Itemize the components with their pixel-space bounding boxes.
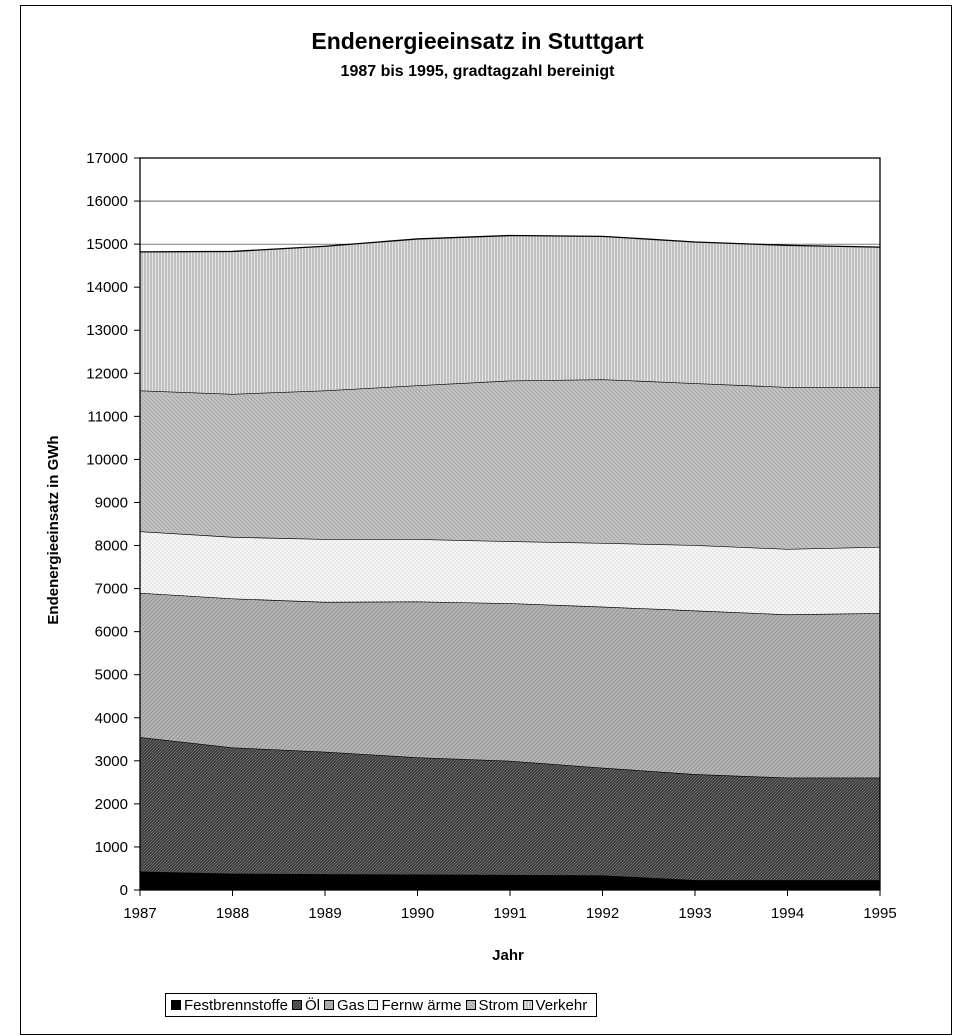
x-tick-label: 1995 <box>863 905 896 922</box>
y-tick-label: 16000 <box>86 193 128 210</box>
y-tick-label: 12000 <box>86 365 128 382</box>
y-axis-title: Endenergieeinsatz in GWh <box>45 435 62 624</box>
legend-label: Fernw ärme <box>381 996 462 1014</box>
x-tick-label: 1991 <box>493 905 526 922</box>
area-festbrennstoffe <box>140 871 880 890</box>
legend-item: Öl <box>291 996 320 1014</box>
area-strom <box>140 379 880 549</box>
area-gas <box>140 592 880 778</box>
legend-label: Öl <box>304 996 320 1014</box>
y-tick-label: 7000 <box>95 581 128 598</box>
y-tick-label: 11000 <box>87 408 128 425</box>
legend-swatch <box>522 1000 533 1010</box>
area-öl <box>140 737 880 881</box>
axes: 0 1000 2000 3000 4000 5000 6000 7000 8000 9000 100… <box>86 150 896 922</box>
legend-swatch <box>368 1000 379 1010</box>
legend-label: Festbrennstoffe <box>184 996 288 1014</box>
y-tick-label: 3000 <box>95 753 128 770</box>
y-tick-label: 13000 <box>86 322 128 339</box>
legend-swatch <box>291 1000 302 1010</box>
legend-swatch <box>465 1000 476 1010</box>
legend-label: Strom <box>478 996 519 1014</box>
y-tick-label: 0 <box>120 882 128 899</box>
x-tick-label: 1994 <box>771 905 804 922</box>
y-tick-label: 6000 <box>95 624 128 641</box>
legend-item: Strom <box>465 996 519 1014</box>
legend-label: Gas <box>336 996 365 1014</box>
legend-swatch <box>323 1000 334 1010</box>
y-tick-label: 5000 <box>95 667 128 684</box>
y-tick-label: 1000 <box>95 839 128 856</box>
x-tick-label: 1993 <box>678 905 711 922</box>
y-tick-label: 2000 <box>95 796 128 813</box>
x-tick-label: 1992 <box>586 905 619 922</box>
legend-item: Verkehr <box>522 996 588 1014</box>
x-tick-label: 1989 <box>308 905 341 922</box>
legend-item: Gas <box>323 996 365 1014</box>
y-tick-label: 14000 <box>86 279 128 296</box>
y-tick-label: 10000 <box>86 451 128 468</box>
y-tick-label: 9000 <box>95 494 128 511</box>
x-axis-title: Jahr <box>492 947 524 964</box>
plot-area <box>139 157 881 891</box>
legend-label: Verkehr <box>535 996 588 1014</box>
y-tick-label: 15000 <box>86 236 128 253</box>
y-tick-label: 4000 <box>95 710 128 727</box>
x-tick-label: 1990 <box>401 905 434 922</box>
y-tick-label: 8000 <box>95 538 128 555</box>
legend: Festbrennstoffe Öl Gas Fernw ärme Strom Verke… <box>165 993 598 1017</box>
y-tick-label: 17000 <box>86 150 128 167</box>
chart-title: Endenergieeinsatz in Stuttgart <box>311 28 644 54</box>
x-tick-label: 1988 <box>216 905 249 922</box>
legend-swatch <box>171 1000 181 1010</box>
series-line <box>139 234 881 253</box>
area-verkehr <box>140 235 880 394</box>
legend-item: Festbrennstoffe <box>171 997 288 1014</box>
area-fernw-ärme <box>140 531 880 615</box>
legend-item: Fernw ärme <box>368 996 462 1014</box>
chart-subtitle: 1987 bis 1995, gradtagzahl bereinigt <box>340 63 615 80</box>
x-tick-label: 1987 <box>123 905 156 922</box>
